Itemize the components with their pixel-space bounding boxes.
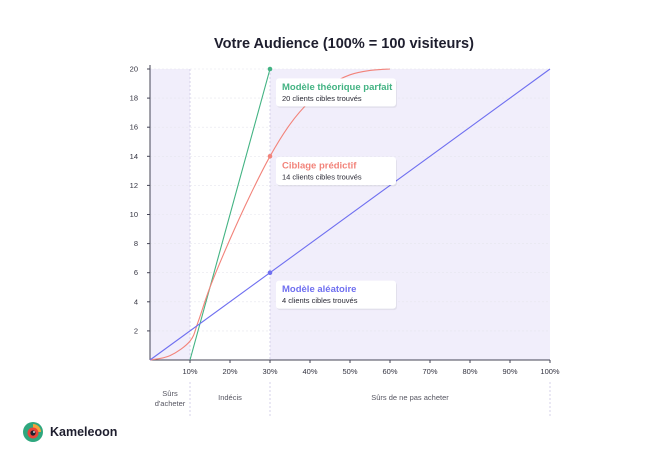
y-tick-label: 14 (130, 152, 138, 161)
chart-title: Votre Audience (100% = 100 visiteurs) (214, 36, 474, 52)
y-tick-label: 6 (134, 268, 138, 277)
y-tick-label: 18 (130, 94, 138, 103)
series-line (149, 68, 551, 361)
series-line (149, 68, 391, 361)
y-tick-label: 16 (130, 123, 138, 132)
annotation-box (276, 78, 396, 107)
x-tick-label: 30% (262, 367, 277, 376)
y-tick-label: 8 (134, 239, 138, 248)
x-tick-label: 40% (302, 367, 317, 376)
zone-label: Indécis (218, 393, 242, 402)
annotation-box (276, 280, 396, 309)
y-tick-label: 4 (134, 297, 138, 306)
y-tick-label: 2 (134, 326, 138, 335)
x-tick-label: 60% (382, 367, 397, 376)
annotation-subtitle: 14 clients cibles trouvés (282, 172, 362, 181)
x-tick-label: 20% (222, 367, 237, 376)
y-tick-label: 12 (130, 181, 138, 190)
y-tick-label: 20 (130, 65, 138, 74)
annotation-title: Modèle aléatoire (282, 284, 356, 295)
axis-layer: 2 4 6 8 10 12 14 16 18 20 10% 20% 30% 40% 50% 60% 70% 80%… (130, 65, 560, 377)
chameleon-icon (23, 422, 43, 442)
x-tick-label: 10% (182, 367, 197, 376)
x-tick-label: 70% (422, 367, 437, 376)
series-layer (149, 66, 551, 361)
annotation-title: Ciblage prédictif (282, 160, 357, 171)
annotation-box (276, 156, 396, 185)
data-point (267, 270, 273, 276)
data-point (267, 154, 273, 159)
zone-label: Sûrs de ne pas acheter (371, 393, 449, 402)
brand-logo: Kameleoon (22, 420, 117, 444)
x-tick-label: 80% (462, 367, 477, 376)
y-tick-label: 10 (130, 210, 138, 219)
zone-label: Sûrs d'acheter (155, 389, 186, 408)
annotation-subtitle: 4 clients cibles trouvés (282, 296, 358, 305)
series-line (189, 68, 271, 361)
brand-name: Kameleoon (50, 425, 118, 439)
annotation-title: Modèle théorique parfait (282, 82, 393, 93)
annotation-subtitle: 20 clients cibles trouvés (282, 94, 362, 103)
x-tick-label: 100% (540, 367, 560, 376)
x-tick-label: 90% (502, 367, 517, 376)
zones-layer: Sûrs d'acheter Indécis Sûrs de ne pas achet… (150, 69, 551, 416)
data-point (267, 66, 273, 72)
x-tick-label: 50% (342, 367, 357, 376)
